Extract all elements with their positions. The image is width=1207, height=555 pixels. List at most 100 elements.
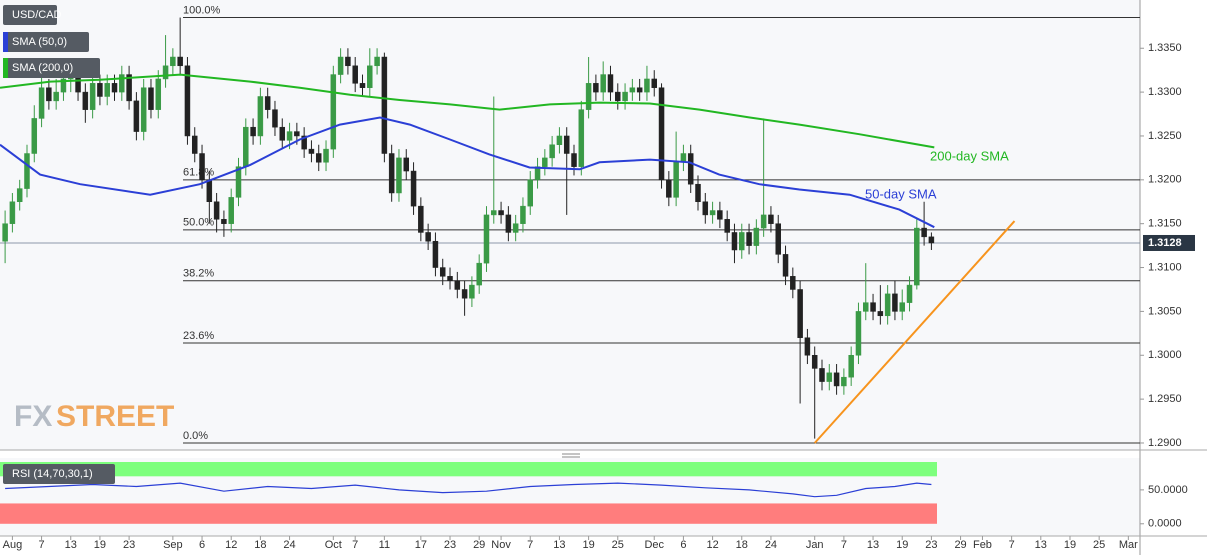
plot-bg <box>0 0 1140 450</box>
sma-line <box>0 116 935 229</box>
y-tick-label: 1.3350 <box>1148 42 1182 54</box>
candle-body <box>82 91 89 110</box>
candle-body <box>184 65 191 137</box>
x-tick-label: 7 <box>39 539 45 551</box>
candle-body <box>928 236 935 244</box>
candle-body <box>512 223 519 233</box>
candle-body <box>491 210 497 216</box>
legend-box <box>3 464 115 484</box>
rsi-upper-band <box>0 462 937 477</box>
candle-body <box>739 232 745 251</box>
candle-body <box>870 302 876 312</box>
candle-body <box>629 87 636 93</box>
candle-body <box>476 262 482 286</box>
x-tick-label: Dec <box>644 539 664 551</box>
candle-body <box>243 126 249 167</box>
x-tick-label: 7 <box>527 539 533 551</box>
x-tick-label: 25 <box>1093 539 1105 551</box>
candle-body <box>833 372 840 387</box>
candle-body <box>884 293 891 317</box>
candle-body <box>345 56 351 67</box>
candle-body <box>826 372 833 382</box>
x-tick-label: 19 <box>1064 539 1076 551</box>
candle-body <box>418 205 424 233</box>
candle-body <box>111 83 118 93</box>
candle-body <box>177 56 183 67</box>
candle-body <box>294 131 300 137</box>
candle-body <box>571 153 577 167</box>
x-tick-label: 25 <box>612 539 624 551</box>
x-tick-label: Sep <box>163 539 183 551</box>
candle-body <box>666 179 672 198</box>
legend-swatch <box>3 58 8 78</box>
x-tick-label: 6 <box>199 539 205 551</box>
legend-swatch <box>3 32 8 52</box>
x-tick-label: Feb <box>973 539 992 551</box>
rsi-line <box>5 482 932 498</box>
x-tick-label: 6 <box>680 539 686 551</box>
candle-body <box>155 78 162 110</box>
candle-body <box>775 223 781 255</box>
y-tick-label: 1.3150 <box>1148 218 1182 230</box>
candle-body <box>709 210 716 216</box>
candle-body <box>899 302 905 312</box>
candle-body <box>221 219 227 224</box>
candle-body <box>556 135 563 145</box>
candle-body <box>2 223 8 242</box>
candle-body <box>148 87 154 110</box>
x-tick-label: Mar <box>1119 539 1138 551</box>
candle-body <box>811 355 818 369</box>
x-tick-label: 18 <box>254 539 266 551</box>
candle-body <box>731 232 738 251</box>
candle-body <box>228 197 234 224</box>
candle-body <box>542 157 548 167</box>
y-tick-label: 1.3050 <box>1148 305 1182 317</box>
candle-body <box>848 355 854 378</box>
candle-body <box>308 148 315 154</box>
candle-body <box>673 162 679 198</box>
candle-body <box>264 96 271 110</box>
legend-label: SMA (50,0) <box>12 36 67 48</box>
candle-body <box>250 126 256 137</box>
x-tick-label: 19 <box>94 539 106 551</box>
x-tick-label: 24 <box>765 539 777 551</box>
y-tick-label: 1.3100 <box>1148 261 1182 273</box>
candle-body <box>170 56 176 67</box>
candle-body <box>410 170 417 207</box>
candle-body <box>695 183 701 203</box>
x-tick-label: 12 <box>225 539 237 551</box>
candle-body <box>687 153 694 185</box>
candle-body <box>593 83 599 93</box>
candle-body <box>841 376 847 387</box>
watermark-street: STREET <box>56 400 174 433</box>
candle-body <box>191 135 198 154</box>
candle-body <box>396 157 402 194</box>
candle-body <box>257 96 264 137</box>
annotation: 200-day SMA <box>930 148 1009 163</box>
sma-line <box>0 73 935 149</box>
candle-body <box>323 148 329 163</box>
candle-body <box>381 56 388 154</box>
candle-body <box>717 210 723 220</box>
x-tick-label: 13 <box>65 539 77 551</box>
y-tick-label: 1.3300 <box>1148 86 1182 98</box>
candle-body <box>469 284 475 299</box>
candle-body <box>651 78 657 88</box>
candle-body <box>315 153 322 163</box>
y-tick-label: 1.2900 <box>1148 437 1182 449</box>
candle-body <box>403 157 410 172</box>
x-tick-label: 12 <box>706 539 718 551</box>
candle-body <box>352 65 358 84</box>
candle-body <box>892 293 898 312</box>
candle-body <box>563 135 570 154</box>
fib-label: 50.0% <box>183 217 214 229</box>
candle-body <box>89 83 96 110</box>
candle-body <box>906 284 913 303</box>
candle-body <box>549 144 555 159</box>
annotation: 50-day SMA <box>865 186 937 201</box>
last-price-label: 1.3128 <box>1148 237 1182 249</box>
candle-body <box>432 240 439 268</box>
candle-body <box>658 87 665 181</box>
candle-body <box>819 368 825 382</box>
